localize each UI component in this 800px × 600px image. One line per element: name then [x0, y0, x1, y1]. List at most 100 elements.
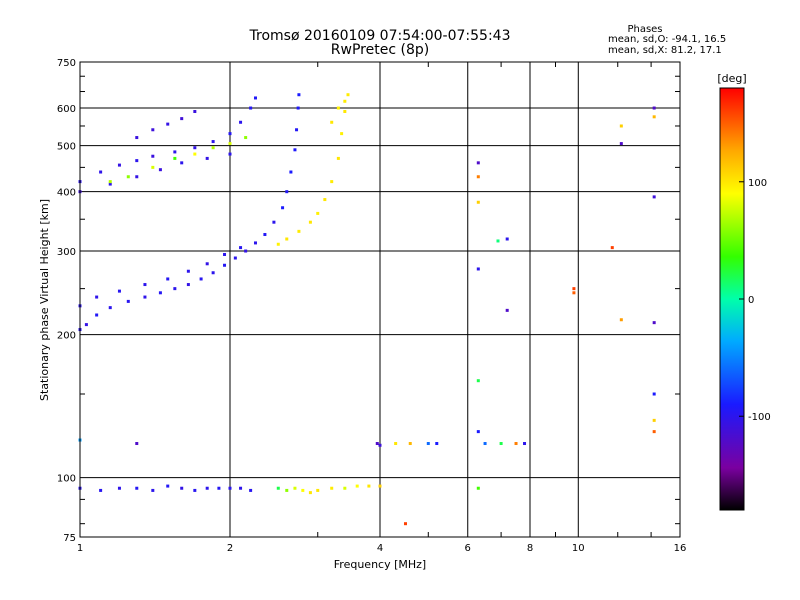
data-point: [378, 484, 382, 488]
data-point: [285, 237, 289, 241]
stats-title: Phases: [627, 24, 662, 35]
data-point: [253, 241, 257, 245]
x-tick-label: 1: [77, 543, 83, 554]
data-point: [476, 430, 480, 434]
data-point: [158, 291, 162, 295]
data-point: [166, 277, 170, 281]
data-point: [367, 484, 371, 488]
data-point: [296, 106, 300, 110]
data-point: [619, 124, 623, 128]
data-point: [228, 152, 232, 156]
data-point: [239, 486, 243, 490]
data-point: [117, 486, 121, 490]
data-point: [652, 430, 656, 434]
y-tick-label: 100: [57, 474, 76, 485]
x-tick-label: 2: [227, 543, 233, 554]
data-point: [223, 252, 227, 256]
data-point: [403, 522, 407, 526]
data-point: [276, 486, 280, 490]
data-point: [297, 229, 301, 233]
data-point: [346, 93, 350, 97]
data-point: [211, 140, 215, 144]
data-point: [272, 220, 276, 224]
data-point: [193, 488, 197, 492]
data-point: [193, 109, 197, 113]
data-point: [281, 206, 285, 210]
data-point: [108, 306, 112, 310]
data-point: [378, 443, 382, 447]
data-point: [199, 277, 203, 281]
colorbar-label: [deg]: [717, 72, 746, 85]
data-point: [186, 269, 190, 273]
x-tick-label: 10: [572, 543, 585, 554]
y-tick-label: 500: [57, 142, 76, 153]
stats-line-x: mean, sd,X: 81.2, 17.1: [608, 45, 722, 56]
y-tick-label: 75: [63, 533, 76, 544]
data-point: [173, 156, 177, 160]
data-point: [143, 295, 147, 299]
y-tick-label: 400: [57, 188, 76, 199]
data-point: [135, 442, 139, 446]
data-point: [117, 289, 121, 293]
data-point: [343, 99, 347, 103]
data-point: [211, 146, 215, 150]
data-point: [193, 146, 197, 150]
data-point: [293, 148, 297, 152]
data-point: [228, 142, 232, 146]
plot-frame: 1 2 4 6 8 10 16 75 100 200 300 400 500 600 750: [57, 58, 686, 554]
y-axis-label: Stationary phase Virtual Height [km]: [38, 199, 51, 401]
data-point: [95, 295, 99, 299]
data-point: [499, 442, 503, 446]
data-point: [343, 109, 347, 113]
data-point: [483, 442, 487, 446]
y-tick-label: 300: [57, 247, 76, 258]
data-point: [330, 180, 334, 184]
data-point: [151, 165, 155, 169]
data-point: [95, 313, 99, 317]
data-point: [151, 488, 155, 492]
data-point: [186, 283, 190, 287]
data-point: [355, 484, 359, 488]
data-point: [476, 379, 480, 383]
data-point: [289, 170, 293, 174]
data-point: [426, 442, 430, 446]
data-point: [166, 122, 170, 126]
chart-subtitle: RwPretec (8p): [331, 42, 429, 58]
data-point: [217, 486, 221, 490]
plot-grid: [80, 62, 680, 537]
data-point: [143, 283, 147, 287]
data-point: [158, 168, 162, 172]
data-point: [323, 198, 327, 202]
data-point: [228, 486, 232, 490]
data-point: [505, 237, 509, 241]
data-point: [126, 299, 130, 303]
stats-line-o: mean, sd,O: -94.1, 16.5: [608, 34, 726, 45]
data-point: [151, 154, 155, 158]
data-point: [205, 262, 209, 266]
x-tick-label: 6: [465, 543, 471, 554]
data-point: [108, 182, 112, 186]
data-point: [652, 418, 656, 422]
data-point: [84, 323, 88, 327]
data-point: [295, 128, 299, 132]
data-point: [619, 318, 623, 322]
data-point: [308, 220, 312, 224]
colorbar-tick-label: -100: [748, 412, 771, 423]
data-point: [193, 152, 197, 156]
data-point: [126, 175, 130, 179]
data-point: [285, 190, 289, 194]
data-point: [180, 117, 184, 121]
data-point: [610, 246, 614, 250]
data-point: [233, 256, 237, 260]
data-point: [496, 239, 500, 243]
data-point: [211, 271, 215, 275]
data-point: [293, 486, 297, 490]
data-point: [249, 106, 253, 110]
data-point: [135, 136, 139, 140]
data-point: [375, 442, 379, 446]
data-point: [173, 150, 177, 154]
data-points: [78, 93, 656, 526]
data-point: [476, 200, 480, 204]
data-point: [330, 486, 334, 490]
